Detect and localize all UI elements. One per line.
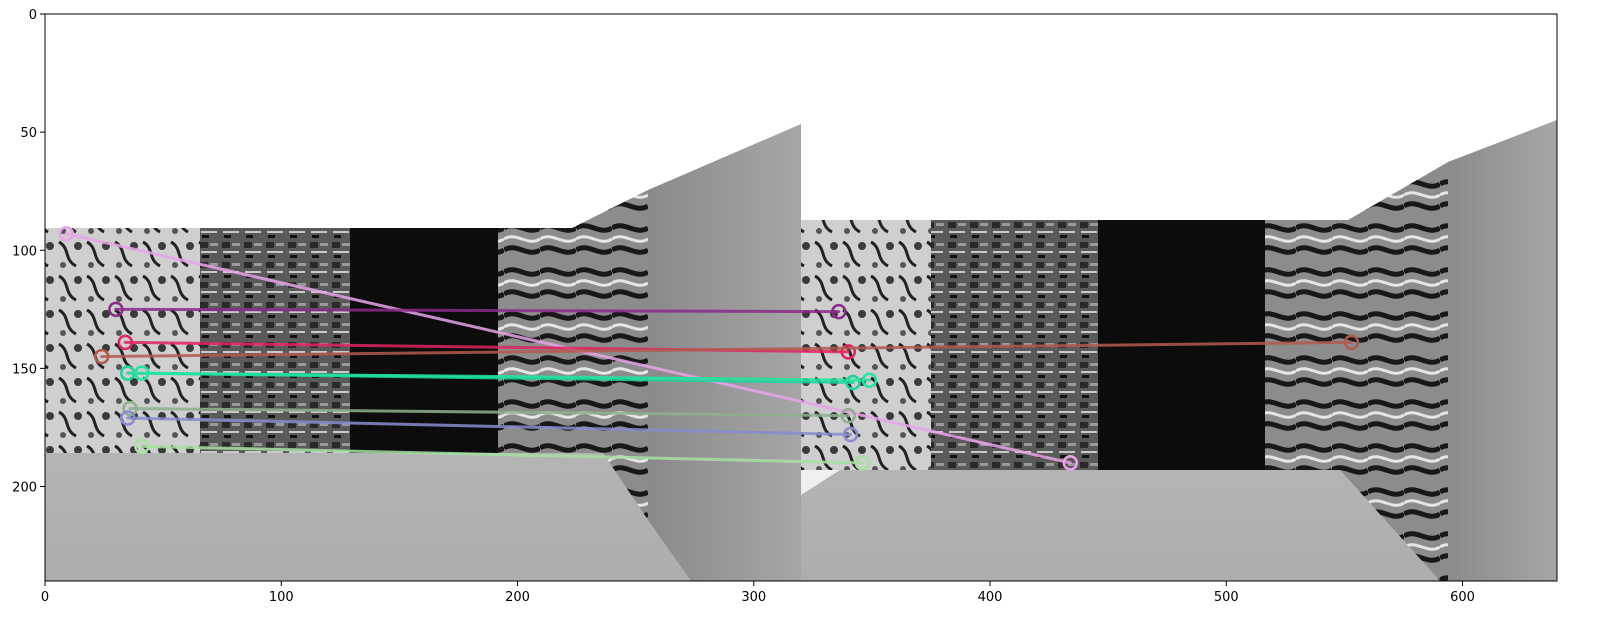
axes-frame — [44, 13, 1558, 582]
keypoint-left — [119, 410, 136, 426]
match-7 — [122, 400, 856, 424]
match-2 — [108, 301, 847, 320]
background-image — [45, 14, 1557, 581]
x-tick-label: 500 — [1214, 590, 1239, 605]
x-tick-label: 200 — [505, 590, 530, 605]
keypoint-left — [122, 400, 138, 417]
match-line — [140, 444, 864, 465]
keypoint-right — [1343, 334, 1360, 351]
y-tick-label: 50 — [20, 126, 37, 141]
match-line — [128, 407, 850, 418]
y-tick-label: 0 — [29, 8, 37, 23]
match-6 — [134, 365, 878, 388]
y-tick-label: 100 — [12, 244, 37, 259]
match-lines — [58, 225, 1360, 471]
keypoint-right — [840, 407, 856, 424]
x-tick-label: 600 — [1450, 590, 1475, 605]
keypoint-left — [117, 334, 134, 351]
keypoint-right — [842, 426, 859, 443]
keypoint-right — [1062, 455, 1079, 471]
keypoint-left — [58, 225, 75, 242]
match-line — [140, 371, 872, 382]
match-4 — [93, 334, 1360, 365]
keypoint-right — [854, 455, 871, 471]
y-tick-label: 150 — [12, 362, 37, 377]
match-line — [126, 416, 853, 437]
match-line — [100, 340, 1353, 359]
y-axis: 0 50 100 150 200 — [12, 8, 45, 496]
keypoint-right — [861, 372, 878, 388]
keypoint-left — [134, 438, 150, 455]
keypoint-left — [134, 365, 150, 381]
match-line — [114, 307, 841, 314]
keypoint-left — [108, 301, 124, 318]
y-tick-label: 200 — [12, 481, 37, 496]
keypoint-right — [845, 374, 861, 391]
x-tick-label: 0 — [41, 590, 49, 605]
keypoint-right — [840, 344, 856, 360]
keypoint-right — [831, 303, 847, 320]
match-9 — [134, 438, 871, 471]
x-tick-label: 100 — [269, 590, 294, 605]
keypoint-left — [93, 348, 110, 365]
x-tick-label: 400 — [978, 590, 1003, 605]
x-axis: 0 100 200 300 400 500 600 — [41, 581, 1475, 605]
x-tick-label: 300 — [741, 590, 766, 605]
match-8 — [119, 410, 859, 443]
